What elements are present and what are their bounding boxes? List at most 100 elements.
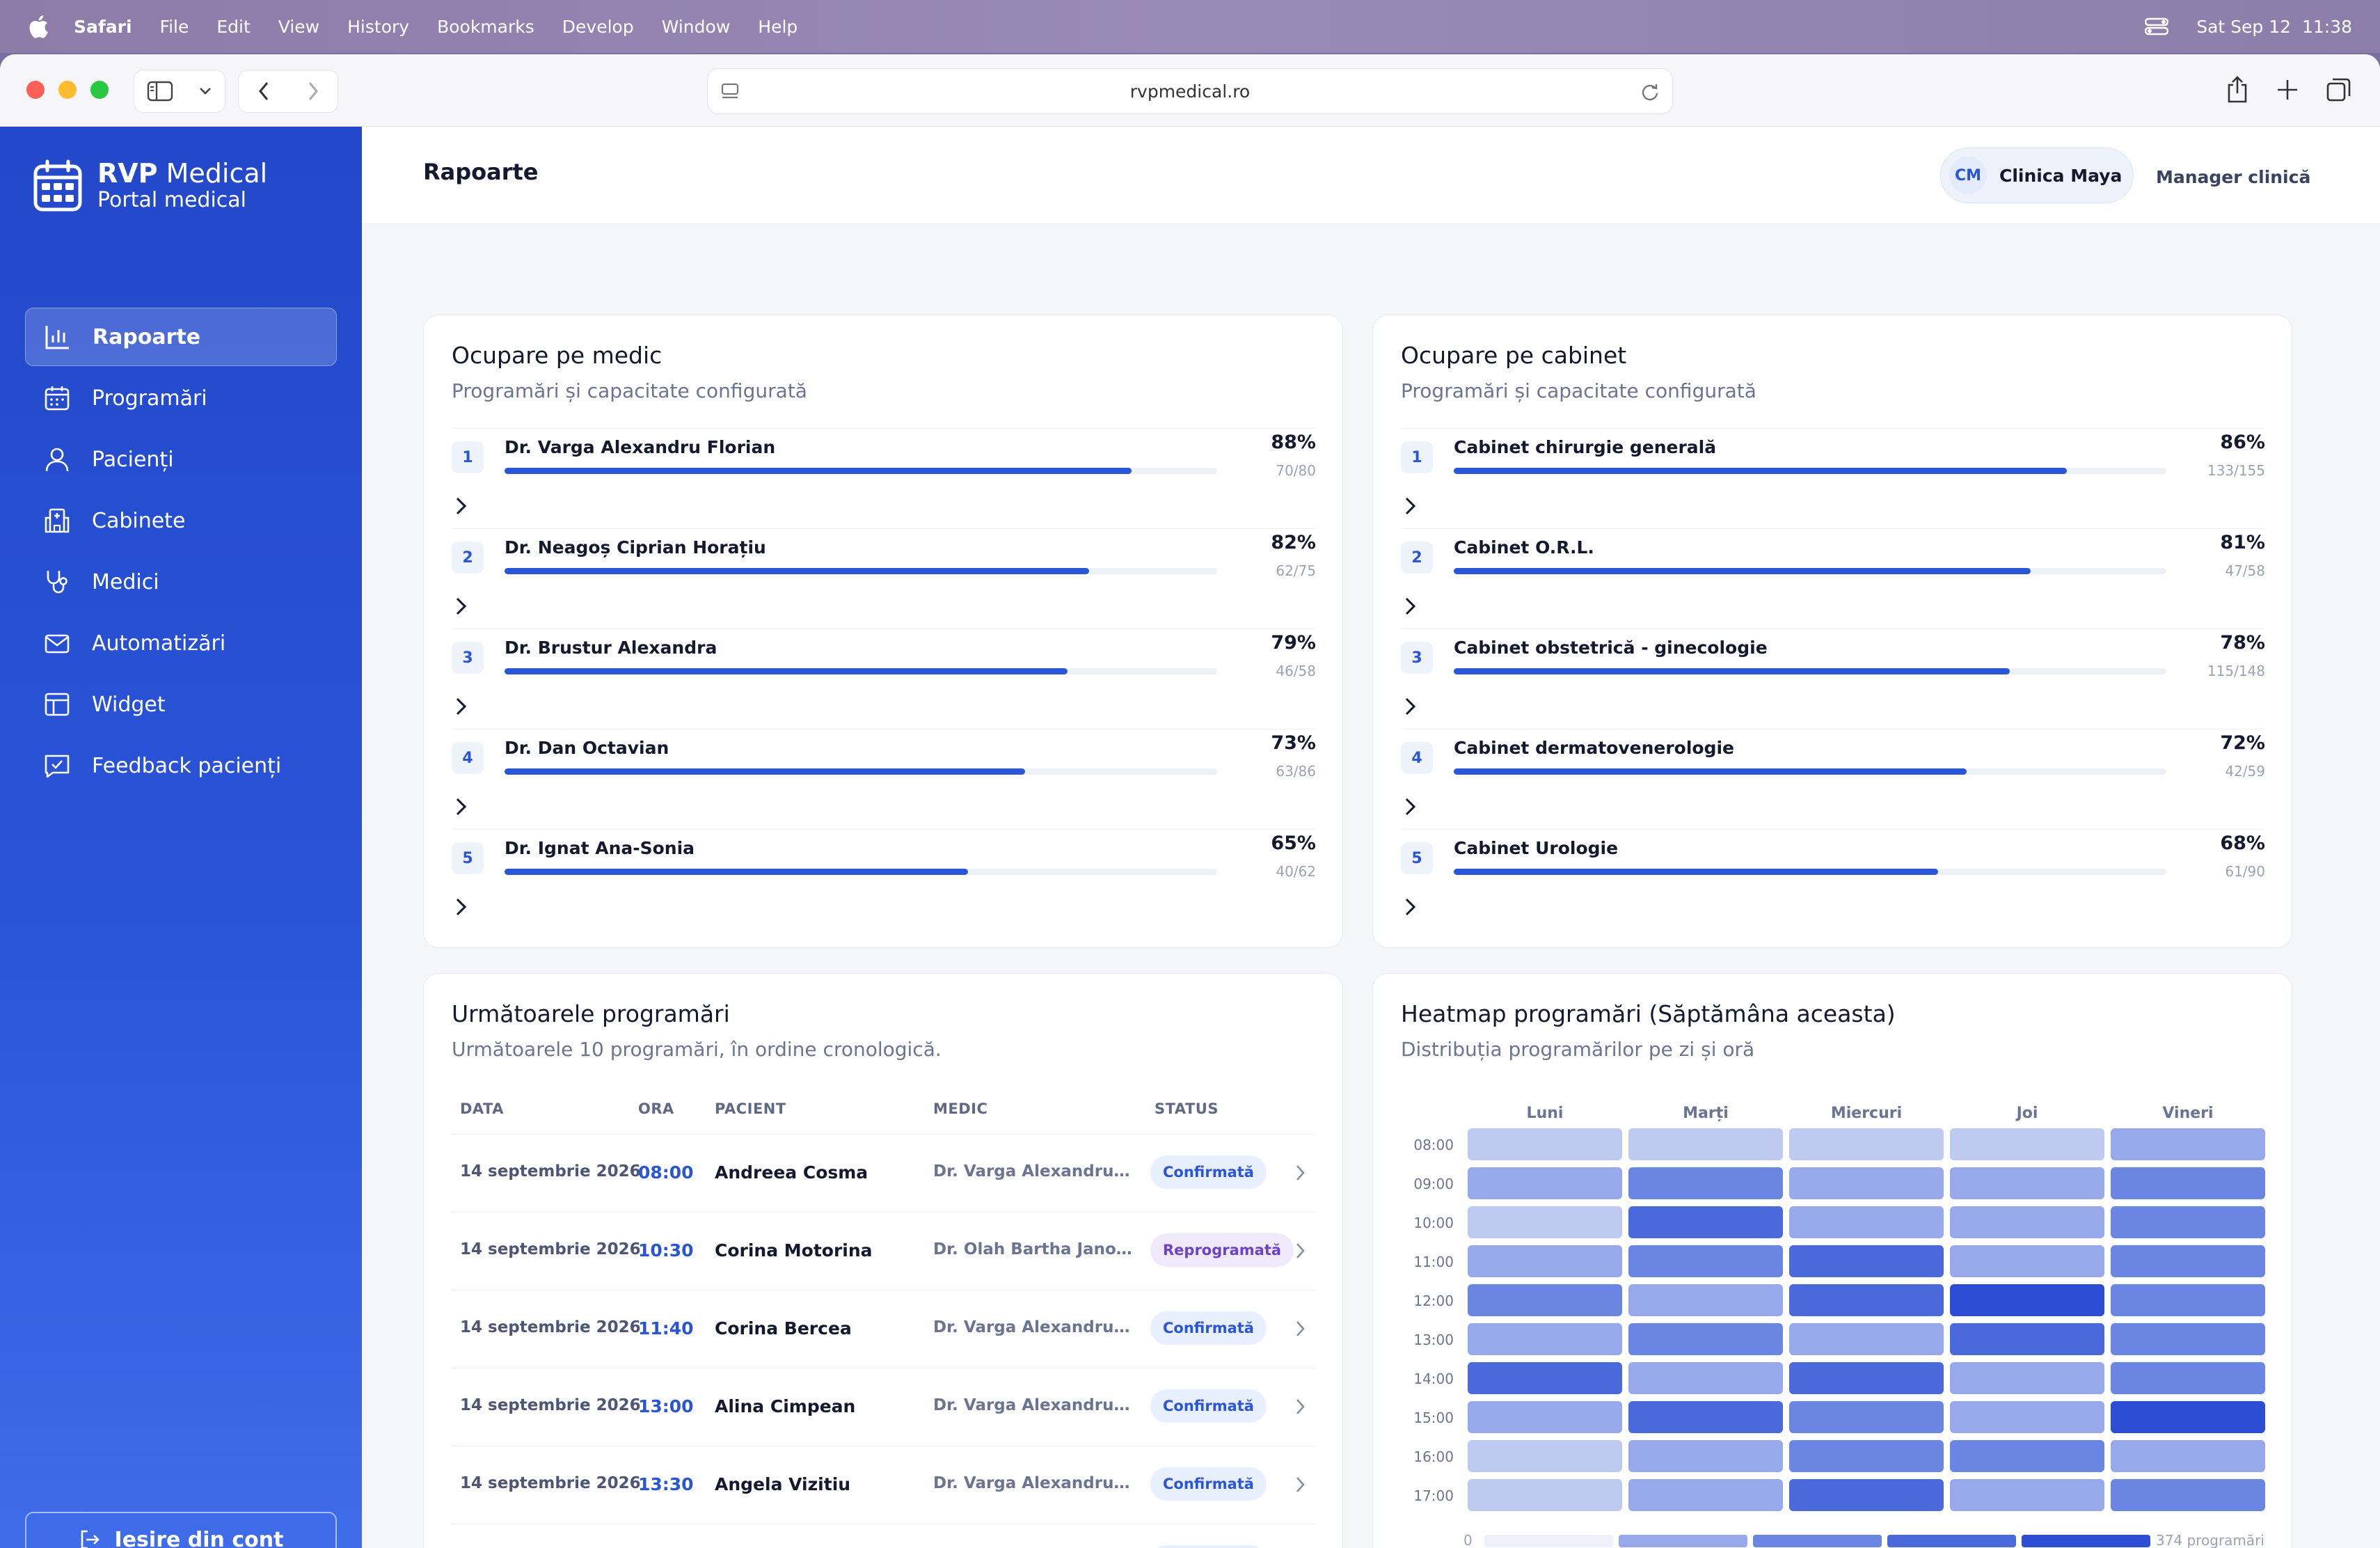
chevron-right-icon[interactable] [454,796,468,817]
occupancy-row[interactable]: 3 Cabinet obstetrică - ginecologie 78% 115/… [1401,629,2265,729]
heatmap-cell[interactable] [2111,1323,2265,1355]
occupancy-row[interactable]: 1 Cabinet chirurgie generală 86% 133/155 [1401,428,2265,528]
heatmap-cell[interactable] [1789,1401,1944,1433]
heatmap-cell[interactable] [1628,1284,1783,1316]
heatmap-cell[interactable] [1789,1167,1944,1199]
heatmap-cell[interactable] [1789,1440,1944,1472]
chevron-right-icon[interactable] [1295,1242,1306,1260]
heatmap-cell[interactable] [1950,1167,2104,1199]
heatmap-cell[interactable] [2111,1479,2265,1511]
chevron-right-icon[interactable] [1404,696,1418,717]
heatmap-cell[interactable] [2111,1167,2265,1199]
table-row[interactable]: 14 septembrie 2026 13:30 Angela Vizitiu Dr.… [452,1446,1316,1524]
heatmap-cell[interactable] [1789,1284,1944,1316]
heatmap-cell[interactable] [1789,1362,1944,1394]
menu-view[interactable]: View [278,16,320,37]
chevron-right-icon[interactable] [454,696,468,717]
sidebar-item-cabinete[interactable]: Cabinete [25,491,337,550]
minimize-window-button[interactable] [58,81,77,99]
heatmap-cell[interactable] [1950,1440,2104,1472]
chevron-right-icon[interactable] [454,897,468,917]
table-row[interactable]: 14 septembrie 2026 08:00 Andreea Cosma Dr. … [452,1134,1316,1212]
heatmap-cell[interactable] [1950,1128,2104,1160]
menu-app-name[interactable]: Safari [74,16,132,37]
menu-develop[interactable]: Develop [562,16,634,37]
heatmap-cell[interactable] [1628,1128,1783,1160]
table-row[interactable]: 14 septembrie 2026 13:00 Alina Cimpean Dr. … [452,1368,1316,1446]
heatmap-cell[interactable] [2111,1206,2265,1238]
occupancy-row[interactable]: 5 Dr. Ignat Ana-Sonia 65% 40/62 [452,829,1316,929]
heatmap-cell[interactable] [1628,1401,1783,1433]
heatmap-cell[interactable] [1950,1479,2104,1511]
page-menu-icon[interactable] [720,83,740,101]
sidebar-toggle-icon[interactable] [147,81,173,102]
heatmap-cell[interactable] [1789,1128,1944,1160]
heatmap-cell[interactable] [1950,1206,2104,1238]
forward-icon[interactable] [307,81,319,102]
heatmap-cell[interactable] [1789,1323,1944,1355]
chevron-down-icon[interactable] [198,86,212,96]
sidebar-item-medici[interactable]: Medici [25,553,337,611]
heatmap-cell[interactable] [1468,1245,1622,1277]
occupancy-row[interactable]: 3 Dr. Brustur Alexandra 79% 46/58 [452,629,1316,729]
apple-icon[interactable] [28,15,49,38]
table-row[interactable]: 14 septembrie 202614:30Adriana PăcurarDr… [452,1524,1316,1548]
heatmap-cell[interactable] [2111,1128,2265,1160]
close-window-button[interactable] [26,81,45,99]
sidebar-item-widget[interactable]: Widget [25,675,337,734]
heatmap-cell[interactable] [1950,1362,2104,1394]
heatmap-cell[interactable] [1628,1167,1783,1199]
heatmap-cell[interactable] [1789,1479,1944,1511]
sidebar-item-programari[interactable]: Programări [25,369,337,427]
url-text[interactable]: rvpmedical.ro [1129,81,1251,102]
heatmap-cell[interactable] [1628,1440,1783,1472]
heatmap-cell[interactable] [2111,1362,2265,1394]
address-bar[interactable]: rvpmedical.ro [707,68,1673,114]
menu-edit[interactable]: Edit [216,16,251,37]
table-row[interactable]: 14 septembrie 2026 11:40 Corina Bercea Dr. … [452,1290,1316,1368]
reload-icon[interactable] [1640,81,1660,102]
chevron-right-icon[interactable] [1404,897,1418,917]
heatmap-cell[interactable] [1468,1323,1622,1355]
chevron-right-icon[interactable] [454,596,468,617]
heatmap-cell[interactable] [1950,1323,2104,1355]
back-icon[interactable] [257,81,270,102]
occupancy-row[interactable]: 2 Dr. Neagoș Ciprian Horațiu 82% 62/75 [452,528,1316,629]
heatmap-cell[interactable] [1468,1284,1622,1316]
logout-button[interactable]: Ieșire din cont [25,1512,337,1548]
menu-window[interactable]: Window [661,16,731,37]
heatmap-cell[interactable] [1468,1128,1622,1160]
tab-overview-icon[interactable] [2326,77,2352,103]
heatmap-cell[interactable] [1628,1206,1783,1238]
chevron-right-icon[interactable] [1404,596,1418,617]
heatmap-cell[interactable] [1468,1479,1622,1511]
heatmap-cell[interactable] [1468,1401,1622,1433]
heatmap-cell[interactable] [1950,1284,2104,1316]
menubar-clock[interactable]: Sat Sep 12 11:38 [2196,16,2352,37]
share-icon[interactable] [2226,75,2249,104]
table-row[interactable]: 14 septembrie 2026 10:30 Corina Motorina Dr… [452,1212,1316,1290]
heatmap-cell[interactable] [2111,1284,2265,1316]
zoom-window-button[interactable] [90,81,109,99]
menu-bookmarks[interactable]: Bookmarks [437,16,534,37]
heatmap-cell[interactable] [1789,1206,1944,1238]
heatmap-cell[interactable] [1628,1323,1783,1355]
chevron-right-icon[interactable] [454,496,468,516]
sidebar-item-feedback[interactable]: Feedback pacienți [25,736,337,795]
occupancy-row[interactable]: 5 Cabinet Urologie 68% 61/90 [1401,829,2265,929]
heatmap-cell[interactable] [2111,1440,2265,1472]
sidebar-item-rapoarte[interactable]: Rapoarte [25,308,337,366]
control-center-icon[interactable] [2145,17,2169,35]
chevron-right-icon[interactable] [1404,496,1418,516]
chevron-right-icon[interactable] [1295,1164,1306,1182]
heatmap-cell[interactable] [1468,1167,1622,1199]
heatmap-cell[interactable] [1628,1479,1783,1511]
occupancy-row[interactable]: 1 Dr. Varga Alexandru Florian 88% 70/80 [452,428,1316,528]
menu-file[interactable]: File [159,16,189,37]
chevron-right-icon[interactable] [1404,796,1418,817]
new-tab-icon[interactable] [2276,78,2299,102]
occupancy-row[interactable]: 4 Cabinet dermatovenerologie 72% 42/59 [1401,729,2265,829]
chevron-right-icon[interactable] [1295,1398,1306,1416]
heatmap-cell[interactable] [1950,1245,2104,1277]
menu-history[interactable]: History [347,16,410,37]
